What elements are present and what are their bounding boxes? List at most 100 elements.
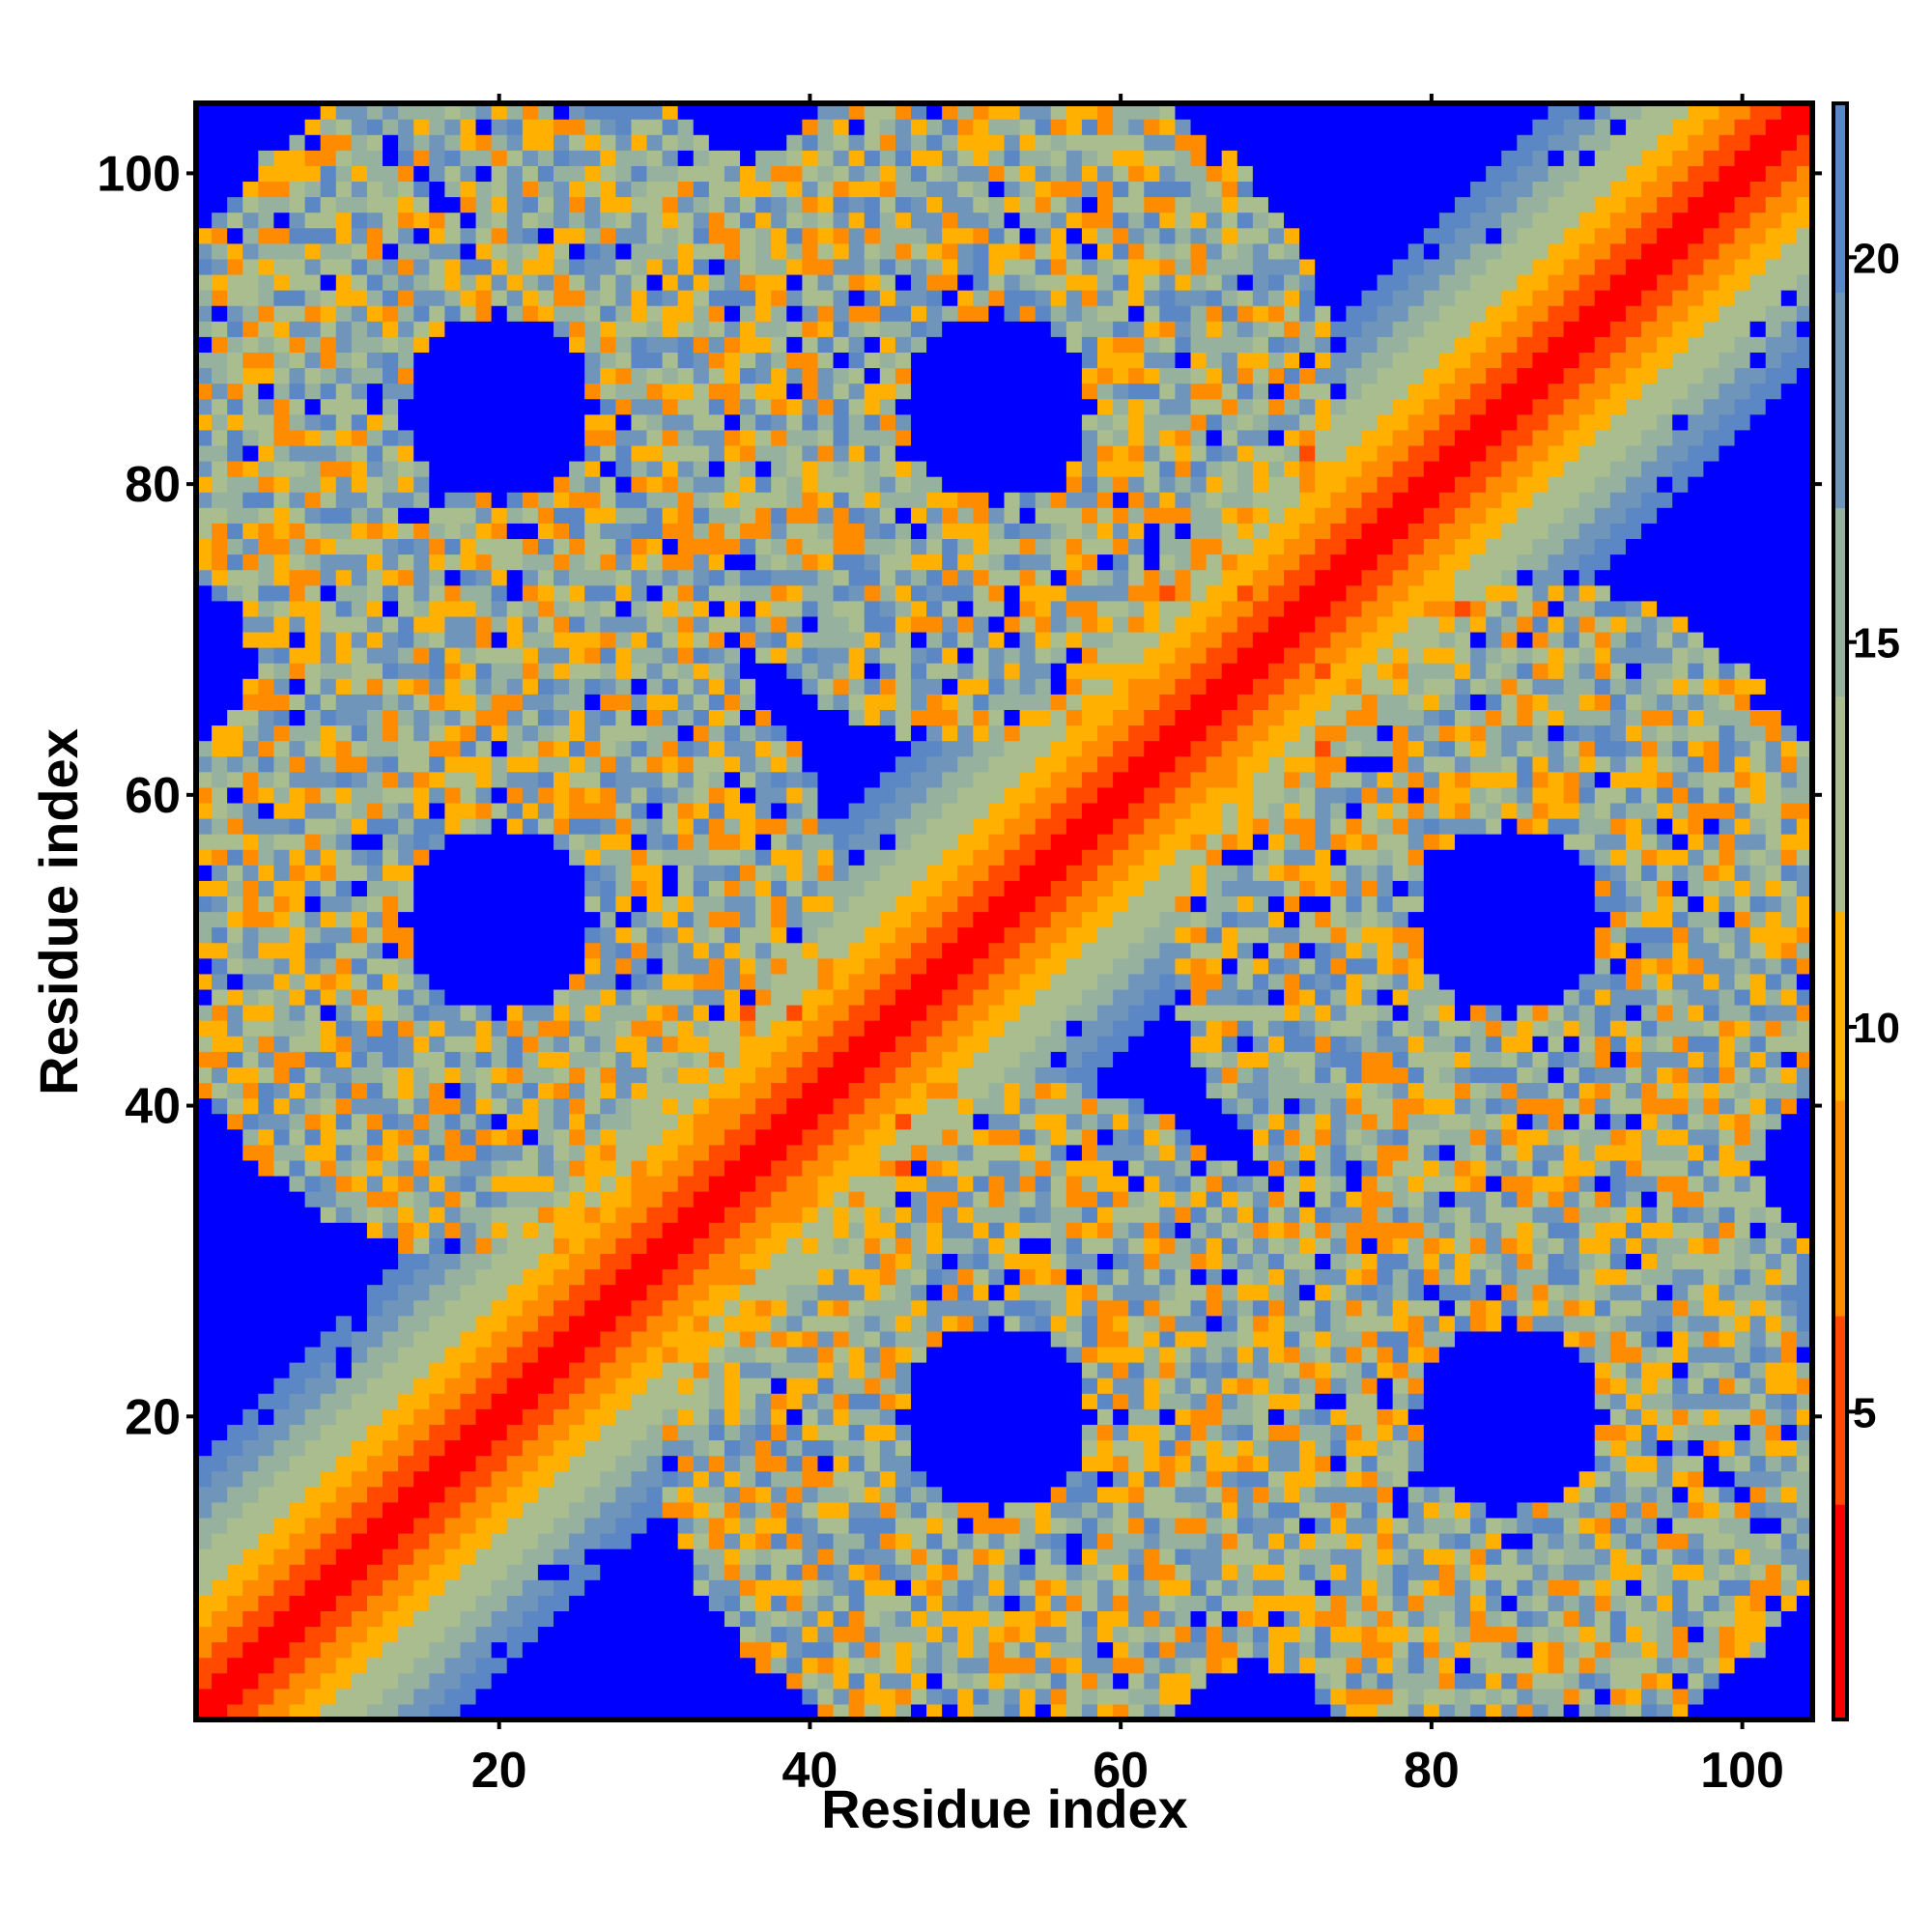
- heatmap-cell: [537, 103, 554, 120]
- heatmap-cell: [273, 1393, 291, 1409]
- heatmap-cell: [475, 1299, 493, 1317]
- heatmap-cell: [242, 150, 259, 166]
- heatmap-cell: [351, 1330, 368, 1348]
- heatmap-cell: [895, 740, 912, 757]
- heatmap-cell: [460, 413, 477, 431]
- heatmap-cell: [895, 1268, 912, 1286]
- heatmap-cell: [569, 119, 585, 135]
- heatmap-cell: [444, 383, 462, 400]
- heatmap-cell: [600, 1610, 616, 1628]
- heatmap-cell: [227, 957, 243, 975]
- heatmap-cell: [273, 150, 291, 166]
- heatmap-cell: [740, 321, 756, 337]
- heatmap-cell: [786, 786, 803, 804]
- heatmap-cell: [771, 895, 787, 913]
- heatmap-cell: [771, 273, 787, 291]
- heatmap-cell: [273, 1097, 291, 1115]
- heatmap-cell: [398, 724, 414, 742]
- heatmap-cell: [677, 1299, 695, 1317]
- heatmap-cell: [413, 305, 430, 322]
- heatmap-cell: [802, 1097, 819, 1115]
- heatmap-cell: [506, 460, 524, 477]
- heatmap-cell: [693, 1036, 710, 1052]
- heatmap-cell: [553, 196, 570, 213]
- heatmap-cell: [817, 834, 835, 850]
- heatmap-cell: [383, 1424, 399, 1441]
- heatmap-cell: [196, 1455, 213, 1472]
- heatmap-cell: [537, 305, 554, 322]
- heatmap-cell: [693, 1532, 710, 1549]
- heatmap-cell: [320, 1144, 337, 1161]
- heatmap-cell: [506, 367, 524, 384]
- heatmap-cell: [242, 973, 259, 990]
- heatmap-cell: [910, 1144, 927, 1161]
- heatmap-cell: [740, 678, 756, 695]
- heatmap-cell: [304, 181, 322, 198]
- heatmap-cell: [677, 1362, 695, 1378]
- heatmap-cell: [320, 1207, 337, 1223]
- heatmap-cell: [662, 1128, 679, 1146]
- heatmap-cell: [724, 492, 741, 508]
- heatmap-cell: [398, 988, 414, 1006]
- heatmap-cell: [802, 942, 819, 959]
- heatmap-cell: [646, 352, 664, 369]
- heatmap-cell: [615, 1517, 633, 1534]
- heatmap-cell: [615, 538, 633, 555]
- heatmap-cell: [522, 1036, 539, 1052]
- heatmap-cell: [646, 1207, 664, 1223]
- heatmap-cell: [383, 817, 399, 835]
- heatmap-cell: [569, 1097, 585, 1115]
- heatmap-cell: [413, 724, 430, 742]
- heatmap-cell: [708, 1144, 725, 1161]
- heatmap-cell: [242, 678, 259, 695]
- heatmap-cell: [444, 1455, 462, 1472]
- heatmap-cell: [242, 507, 259, 524]
- heatmap-cell: [879, 413, 896, 431]
- heatmap-cell: [522, 321, 539, 337]
- heatmap-cell: [926, 1393, 943, 1409]
- heatmap-cell: [351, 523, 368, 540]
- heatmap-cell: [615, 849, 633, 866]
- heatmap-cell: [227, 242, 243, 260]
- heatmap-cell: [584, 1005, 601, 1021]
- heatmap-cell: [677, 1424, 695, 1441]
- heatmap-cell: [755, 212, 772, 229]
- heatmap-cell: [429, 647, 445, 664]
- heatmap-cell: [273, 196, 291, 213]
- heatmap-cell: [351, 258, 368, 275]
- heatmap-cell: [304, 554, 322, 571]
- heatmap-cell: [755, 1703, 772, 1720]
- heatmap-cell: [569, 1207, 585, 1223]
- heatmap-cell: [864, 1470, 881, 1488]
- heatmap-cell: [537, 1051, 554, 1067]
- heatmap-cell: [724, 273, 741, 291]
- heatmap-cell: [413, 973, 430, 990]
- heatmap-cell: [491, 1036, 508, 1052]
- heatmap-cell: [879, 1424, 896, 1441]
- heatmap-cell: [740, 1362, 756, 1378]
- heatmap-cell: [584, 647, 601, 664]
- heatmap-cell: [398, 523, 414, 540]
- heatmap-cell: [460, 802, 477, 819]
- heatmap-cell: [242, 1548, 259, 1565]
- heatmap-cell: [600, 1532, 616, 1549]
- heatmap-cell: [413, 1253, 430, 1270]
- heatmap-cell: [569, 709, 585, 726]
- heatmap-cell: [258, 1005, 275, 1021]
- heatmap-cell: [475, 694, 493, 710]
- heatmap-cell: [335, 1346, 353, 1363]
- heatmap-cell: [895, 988, 912, 1006]
- heatmap-cell: [444, 1362, 462, 1378]
- heatmap-cell: [227, 1439, 243, 1457]
- heatmap-cell: [910, 631, 927, 648]
- heatmap-cell: [895, 802, 912, 819]
- heatmap-cell: [864, 1703, 881, 1720]
- heatmap-cell: [491, 1455, 508, 1472]
- heatmap-cell: [273, 1005, 291, 1021]
- heatmap-cell: [879, 1237, 896, 1255]
- heatmap-cell: [740, 1346, 756, 1363]
- heatmap-cell: [258, 258, 275, 275]
- heatmap-cell: [506, 1051, 524, 1067]
- heatmap-cell: [740, 1378, 756, 1394]
- heatmap-cell: [258, 615, 275, 633]
